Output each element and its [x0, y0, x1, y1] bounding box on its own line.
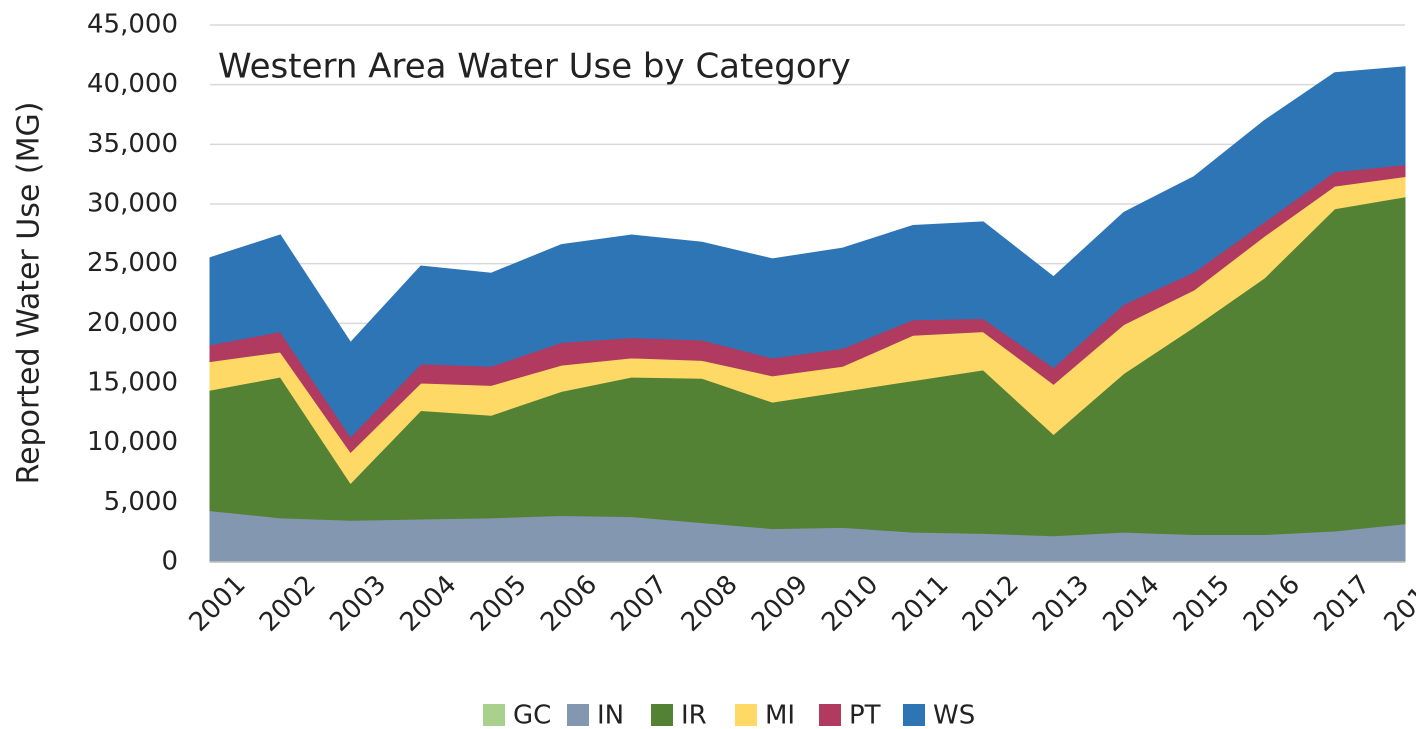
y-tick-label: 15,000 [87, 368, 178, 398]
legend-swatch [483, 704, 505, 726]
legend-swatch [903, 704, 925, 726]
x-tick-label: 2016 [1238, 570, 1306, 638]
y-axis-label: Reported Water Use (MG) [12, 102, 47, 485]
x-tick-label: 2015 [1168, 570, 1236, 638]
y-tick-label: 20,000 [87, 308, 178, 338]
y-tick-label: 0 [161, 547, 178, 577]
x-tick-label: 2002 [254, 570, 322, 638]
y-tick-label: 10,000 [87, 427, 178, 457]
x-tick-label: 2008 [676, 570, 744, 638]
y-tick-label: 5,000 [104, 487, 178, 517]
legend-swatch [735, 704, 757, 726]
x-tick-label: 2006 [535, 570, 603, 638]
legend-swatch [819, 704, 841, 726]
y-tick-label: 30,000 [87, 189, 178, 219]
legend-label: MI [765, 701, 795, 729]
x-tick-label: 2005 [465, 570, 533, 638]
y-tick-label: 45,000 [87, 10, 178, 40]
x-tick-label: 2011 [887, 570, 955, 638]
y-tick-label: 35,000 [87, 129, 178, 159]
x-tick-label: 2017 [1308, 570, 1376, 638]
x-tick-label: 2012 [957, 570, 1025, 638]
y-tick-label: 25,000 [87, 248, 178, 278]
legend-label: WS [933, 701, 975, 729]
area [209, 66, 1406, 438]
x-tick-label: 2010 [816, 570, 884, 638]
legend-label: GC [513, 701, 551, 729]
legend-swatch [567, 704, 589, 726]
x-tick-label: 2004 [395, 570, 463, 638]
x-tick-label: 2013 [1027, 570, 1095, 638]
legend-label: IN [597, 701, 624, 729]
y-tick-label: 40,000 [87, 69, 178, 99]
legend-label: PT [849, 701, 881, 729]
x-tick-label: 2014 [1097, 570, 1165, 638]
legend-swatch [651, 704, 673, 726]
x-tick-label: 2001 [184, 570, 252, 638]
chart-title: Western Area Water Use by Category [218, 47, 851, 87]
legend-label: IR [681, 701, 707, 729]
x-tick-label: 2018 [1379, 570, 1416, 638]
x-tick-label: 2009 [746, 570, 814, 638]
x-tick-label: 2003 [324, 570, 392, 638]
x-tick-label: 2007 [605, 570, 673, 638]
